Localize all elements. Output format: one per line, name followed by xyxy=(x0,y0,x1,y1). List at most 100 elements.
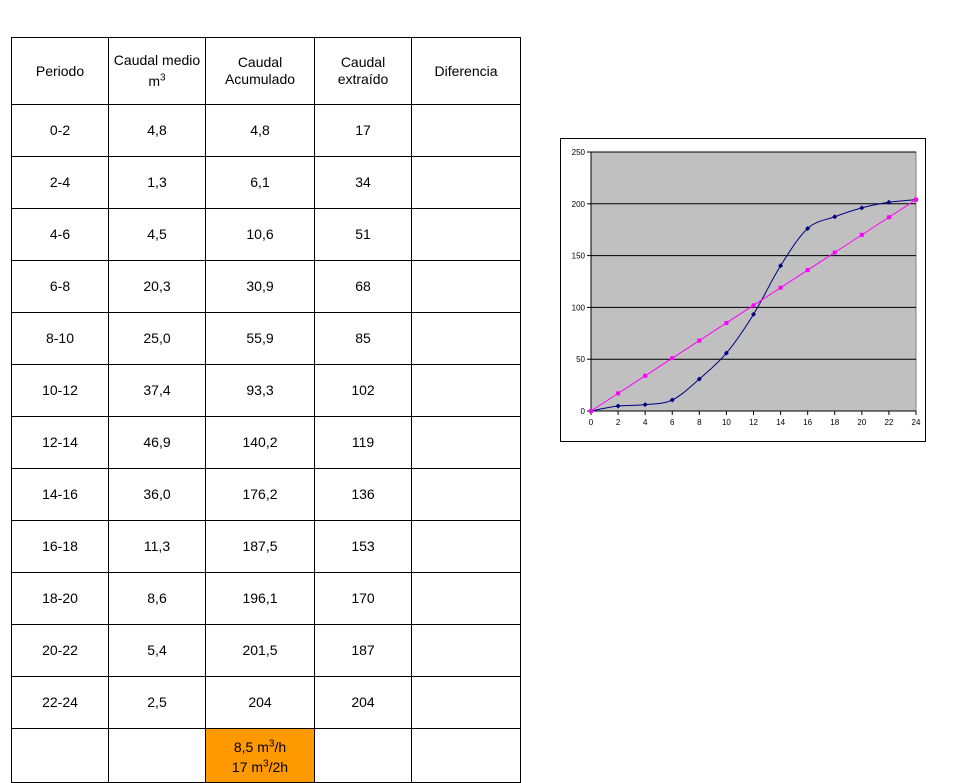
cell-caudal-extraido: 34 xyxy=(314,156,412,209)
cell-caudal-acumulado: 93,3 xyxy=(205,364,315,417)
series-1-point xyxy=(751,311,756,317)
footer-average-flow-cell: 8,5 m3/h 17 m3/2h xyxy=(205,728,315,783)
footer-cell-empty xyxy=(108,728,206,783)
header-caudal-medio-label: Caudal medio xyxy=(113,52,201,69)
cell-diferencia xyxy=(411,260,521,313)
x-tick-label: 20 xyxy=(857,418,866,427)
y-tick-label: 200 xyxy=(572,200,586,209)
cell-caudal-acumulado: 176,2 xyxy=(205,468,315,521)
series-1-point xyxy=(669,397,675,403)
series-2-point xyxy=(670,356,675,361)
x-tick-label: 18 xyxy=(830,418,839,427)
cell-periodo: 16-18 xyxy=(11,520,109,573)
cell-diferencia xyxy=(411,312,521,365)
footer-flow-per-2h: 17 m3/2h xyxy=(231,758,289,776)
caudal-table: Periodo Caudal medio m3 Caudal Acumulado… xyxy=(11,37,521,783)
table-row: 16-18 11,3 187,5 153 xyxy=(11,520,521,573)
table-row: 20-22 5,4 201,5 187 xyxy=(11,624,521,677)
table-row: 8-10 25,0 55,9 85 xyxy=(11,312,521,365)
footer-cell-empty xyxy=(11,728,109,783)
header-periodo: Periodo xyxy=(11,37,109,105)
series-2-point xyxy=(859,232,864,237)
cell-caudal-medio: 25,0 xyxy=(108,312,206,365)
cell-diferencia xyxy=(411,364,521,417)
cell-caudal-extraido: 119 xyxy=(314,416,412,469)
gridlines xyxy=(591,151,916,360)
table-row: 2-4 1,3 6,1 34 xyxy=(11,156,521,209)
y-tick-label: 0 xyxy=(581,407,586,416)
x-tick-label: 24 xyxy=(912,418,921,427)
cell-caudal-acumulado: 196,1 xyxy=(205,572,315,625)
table-row: 10-12 37,4 93,3 102 xyxy=(11,364,521,417)
series-2-point xyxy=(832,250,837,255)
header-caudal-acumulado: Caudal Acumulado xyxy=(205,37,315,105)
series-1-point xyxy=(778,263,784,269)
y-tick-label: 150 xyxy=(572,252,586,261)
series-1-point xyxy=(696,376,702,382)
table-row: 0-2 4,8 4,8 17 xyxy=(11,104,521,157)
table-header-row: Periodo Caudal medio m3 Caudal Acumulado… xyxy=(11,37,521,105)
cell-caudal-medio: 20,3 xyxy=(108,260,206,313)
y-tick-label: 250 xyxy=(572,148,586,157)
cell-caudal-acumulado: 204 xyxy=(205,676,315,729)
series-1-point xyxy=(886,199,892,205)
cell-caudal-extraido: 153 xyxy=(314,520,412,573)
table-row: 18-20 8,6 196,1 170 xyxy=(11,572,521,625)
cell-caudal-medio: 37,4 xyxy=(108,364,206,417)
cell-caudal-extraido: 85 xyxy=(314,312,412,365)
cell-caudal-medio: 36,0 xyxy=(108,468,206,521)
header-caudal-medio-unit: m3 xyxy=(148,72,166,89)
plot-area xyxy=(590,151,917,412)
cell-caudal-medio: 5,4 xyxy=(108,624,206,677)
x-tick-label: 8 xyxy=(697,418,702,427)
table-row: 4-6 4,5 10,6 51 xyxy=(11,208,521,261)
cell-caudal-acumulado: 30,9 xyxy=(205,260,315,313)
cell-caudal-extraido: 68 xyxy=(314,260,412,313)
cell-periodo: 12-14 xyxy=(11,416,109,469)
cell-diferencia xyxy=(411,520,521,573)
series-1-point xyxy=(642,402,648,408)
footer-flow-per-hour: 8,5 m3/h xyxy=(233,737,287,755)
cell-diferencia xyxy=(411,468,521,521)
x-tick-label: 14 xyxy=(776,418,785,427)
x-tick-label: 22 xyxy=(884,418,893,427)
cell-caudal-extraido: 102 xyxy=(314,364,412,417)
header-caudal-medio: Caudal medio m3 xyxy=(108,37,206,105)
cell-caudal-medio: 46,9 xyxy=(108,416,206,469)
cell-caudal-extraido: 170 xyxy=(314,572,412,625)
x-tick-label: 16 xyxy=(803,418,812,427)
cell-diferencia xyxy=(411,676,521,729)
table-footer-row: 8,5 m3/h 17 m3/2h xyxy=(11,728,521,783)
series-2-point xyxy=(751,303,756,308)
x-tick-label: 0 xyxy=(589,418,594,427)
cell-diferencia xyxy=(411,156,521,209)
x-tick-label: 4 xyxy=(643,418,648,427)
series-2-point xyxy=(616,391,621,396)
cell-periodo: 18-20 xyxy=(11,572,109,625)
cell-diferencia xyxy=(411,104,521,157)
x-tick-label: 6 xyxy=(670,418,675,427)
cell-caudal-acumulado: 201,5 xyxy=(205,624,315,677)
table-row: 6-8 20,3 30,9 68 xyxy=(11,260,521,313)
cell-diferencia xyxy=(411,208,521,261)
series-2-point xyxy=(886,215,891,220)
series-2-point xyxy=(778,285,783,290)
cell-caudal-medio: 1,3 xyxy=(108,156,206,209)
series-2-point xyxy=(805,268,810,273)
cell-caudal-medio: 8,6 xyxy=(108,572,206,625)
series-2-point xyxy=(589,409,593,413)
cell-periodo: 4-6 xyxy=(11,208,109,261)
x-tick-label: 12 xyxy=(749,418,758,427)
table-row: 14-16 36,0 176,2 136 xyxy=(11,468,521,521)
cell-periodo: 20-22 xyxy=(11,624,109,677)
cell-caudal-acumulado: 187,5 xyxy=(205,520,315,573)
x-tick-label: 2 xyxy=(616,418,621,427)
series-2-point xyxy=(643,373,648,378)
cell-caudal-medio: 4,8 xyxy=(108,104,206,157)
cell-diferencia xyxy=(411,624,521,677)
cell-caudal-extraido: 136 xyxy=(314,468,412,521)
series-1-point xyxy=(832,214,838,220)
cell-periodo: 10-12 xyxy=(11,364,109,417)
cell-caudal-extraido: 187 xyxy=(314,624,412,677)
